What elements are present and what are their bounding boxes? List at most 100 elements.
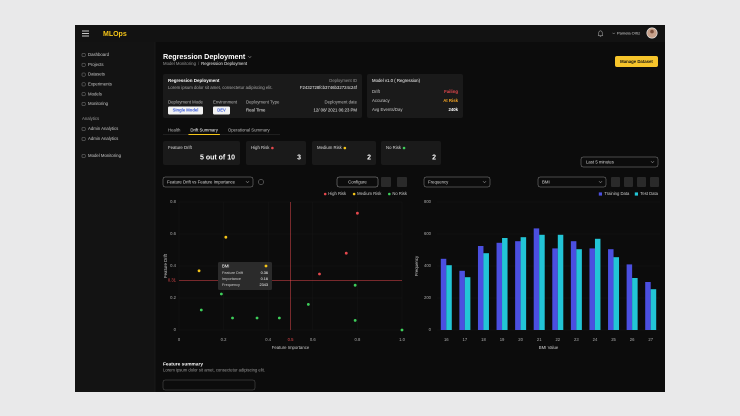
y-tick-label: 200 bbox=[424, 295, 432, 300]
bar[interactable] bbox=[594, 238, 601, 330]
icon-button[interactable] bbox=[381, 177, 391, 187]
threshold-label: 0.5 bbox=[288, 337, 294, 342]
field-label: Deployment Type bbox=[246, 100, 280, 105]
icon-button[interactable] bbox=[611, 177, 620, 187]
bar[interactable] bbox=[496, 242, 503, 330]
scatter-point[interactable] bbox=[318, 272, 321, 276]
menu-icon[interactable] bbox=[82, 30, 89, 37]
bar[interactable] bbox=[520, 237, 527, 330]
bar[interactable] bbox=[650, 289, 657, 330]
stat-label: Medium Risk bbox=[317, 145, 343, 150]
chevron bbox=[248, 56, 252, 59]
stat-label: High Risk bbox=[251, 145, 270, 150]
nav-item[interactable]: Admin Analytics bbox=[88, 126, 118, 131]
scatter-point[interactable] bbox=[277, 316, 281, 320]
bar[interactable] bbox=[589, 248, 595, 330]
icon-button[interactable] bbox=[637, 177, 646, 187]
x-tick-label: 26 bbox=[630, 337, 635, 342]
bar[interactable] bbox=[502, 238, 508, 330]
nav-icon bbox=[81, 63, 86, 67]
summary-description: Lorem ipsum dolor sit amet, consectetur … bbox=[163, 368, 265, 373]
scatter-point[interactable] bbox=[353, 319, 357, 322]
scatter-point[interactable] bbox=[199, 308, 203, 312]
nav-icon bbox=[81, 102, 86, 106]
nav-item[interactable]: Monitoring bbox=[88, 101, 109, 106]
configure-button[interactable] bbox=[336, 176, 379, 188]
icon-button[interactable] bbox=[397, 177, 407, 187]
nav-item[interactable]: Experiments bbox=[88, 82, 112, 87]
x-tick-label: 0 bbox=[178, 337, 181, 342]
bell-icon[interactable] bbox=[597, 30, 604, 37]
scatter-point[interactable] bbox=[219, 292, 223, 296]
nav-item[interactable]: Model Monitoring bbox=[88, 153, 122, 158]
info-icon bbox=[258, 179, 264, 185]
legend-label: High Risk bbox=[328, 191, 347, 196]
bar[interactable] bbox=[608, 249, 614, 330]
x-tick-label: 16 bbox=[444, 337, 449, 342]
top-bar bbox=[75, 25, 665, 42]
nav-item[interactable]: Projects bbox=[88, 62, 104, 67]
bar[interactable] bbox=[483, 253, 489, 330]
bar[interactable] bbox=[515, 241, 521, 330]
bar[interactable] bbox=[626, 264, 633, 330]
breadcrumb[interactable]: Model Monitoring bbox=[163, 61, 197, 66]
legend-marker bbox=[388, 192, 391, 196]
bar[interactable] bbox=[552, 248, 558, 330]
search-box[interactable] bbox=[162, 379, 256, 391]
bar[interactable] bbox=[446, 265, 452, 330]
scatter-point[interactable] bbox=[344, 251, 348, 255]
model-row-label: Accuracy bbox=[372, 98, 391, 103]
chevron bbox=[482, 181, 487, 184]
field-chip-label: DEV bbox=[217, 108, 226, 113]
tab[interactable]: Health bbox=[168, 128, 181, 133]
deployment-id-label: Deployment ID bbox=[329, 78, 357, 83]
tooltip-label: Importance bbox=[222, 277, 241, 281]
legend-label: Test Data bbox=[640, 191, 658, 196]
nav-item[interactable]: Models bbox=[88, 91, 102, 96]
tab[interactable]: Operational Summary bbox=[228, 128, 271, 133]
scatter-point[interactable] bbox=[353, 283, 357, 287]
nav-icon bbox=[81, 72, 86, 77]
summary-title: Feature summary bbox=[163, 361, 203, 367]
manage-dataset-button[interactable] bbox=[615, 56, 658, 67]
nav-icon bbox=[81, 53, 86, 57]
metric-selector[interactable] bbox=[423, 176, 491, 188]
icon-button[interactable] bbox=[624, 177, 633, 187]
bar[interactable] bbox=[557, 234, 564, 330]
nav-item[interactable]: Datasets bbox=[88, 72, 105, 77]
scatter-point[interactable] bbox=[400, 328, 404, 332]
tooltip-label: Feature Drift bbox=[222, 271, 244, 275]
bar[interactable] bbox=[477, 246, 484, 330]
y-tick-label: 0.4 bbox=[170, 263, 176, 268]
scatter-point[interactable] bbox=[231, 316, 234, 320]
user-chevron[interactable] bbox=[612, 32, 616, 35]
bar[interactable] bbox=[533, 228, 540, 330]
bar[interactable] bbox=[645, 282, 651, 330]
icon-button[interactable] bbox=[650, 177, 659, 187]
scatter-point[interactable] bbox=[306, 303, 310, 306]
bar[interactable] bbox=[576, 249, 582, 330]
bar[interactable] bbox=[464, 277, 471, 330]
bar[interactable] bbox=[570, 241, 577, 330]
bar[interactable] bbox=[539, 234, 545, 330]
chevron bbox=[598, 181, 603, 184]
chevron bbox=[245, 181, 250, 184]
scatter-point[interactable] bbox=[197, 269, 201, 273]
bar[interactable] bbox=[632, 278, 638, 330]
bar[interactable] bbox=[459, 270, 465, 330]
nav-item[interactable]: Admin Analytics bbox=[88, 136, 118, 141]
scatter-point[interactable] bbox=[224, 235, 228, 239]
bar[interactable] bbox=[613, 257, 620, 330]
metric-selector-label: Frequency bbox=[428, 179, 449, 184]
model-row-value: At Risk bbox=[443, 98, 458, 103]
tab[interactable]: Drift Summary bbox=[190, 128, 218, 133]
bar[interactable] bbox=[440, 258, 447, 330]
nav-item[interactable]: Dashboard bbox=[88, 52, 110, 57]
y-tick-label: 400 bbox=[424, 263, 432, 268]
feature-selector[interactable] bbox=[162, 176, 254, 188]
feature-dropdown[interactable] bbox=[537, 176, 607, 188]
scatter-point[interactable] bbox=[356, 211, 359, 215]
scatter-point[interactable] bbox=[255, 316, 259, 320]
model-row-label: Drift bbox=[372, 89, 381, 94]
time-filter[interactable] bbox=[580, 156, 659, 168]
